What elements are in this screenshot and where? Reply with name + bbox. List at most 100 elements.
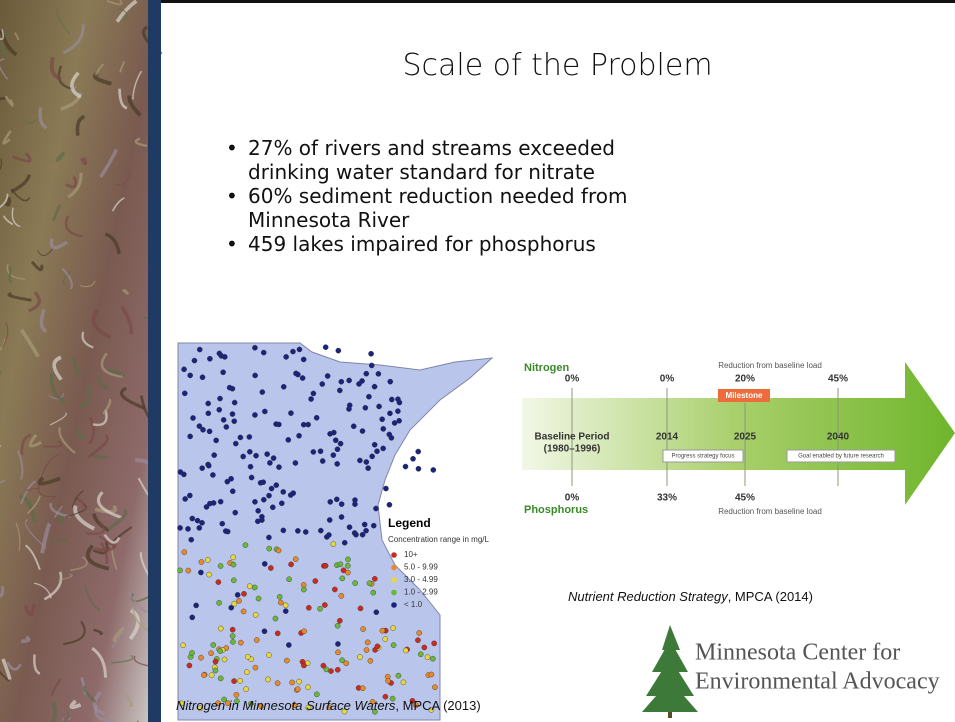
site-dot [217, 675, 224, 682]
site-dot [300, 421, 307, 428]
ridge [3, 215, 14, 226]
site-dot [277, 599, 284, 606]
site-dot [188, 536, 195, 543]
site-dot [369, 453, 375, 460]
legend-title: Legend [388, 516, 431, 530]
site-dot [390, 642, 397, 648]
ridge [1, 321, 9, 348]
site-dot [268, 485, 275, 492]
site-dot [177, 525, 183, 531]
site-dot [285, 437, 292, 443]
caption-title: Nutrient Reduction Strategy [568, 589, 728, 604]
site-dot [252, 612, 259, 618]
site-dot [340, 567, 347, 574]
site-dot [359, 428, 366, 434]
ridge [63, 620, 86, 646]
ridge [67, 172, 83, 199]
legend-label: 10+ [404, 550, 418, 559]
site-dot [237, 434, 244, 441]
site-dot [295, 371, 301, 378]
site-dot [253, 452, 259, 459]
site-dot [343, 660, 350, 667]
site-dot [213, 437, 219, 444]
site-dot [275, 547, 282, 554]
ridge [26, 495, 41, 515]
site-dot [350, 423, 357, 430]
legend-label: 5.0 - 9.99 [404, 563, 438, 572]
milestone-label: Milestone [726, 391, 763, 400]
site-dot [286, 642, 292, 648]
site-dot [386, 501, 393, 508]
ridge [103, 533, 121, 544]
site-dot [388, 396, 395, 403]
site-dot [266, 545, 272, 552]
site-dot [335, 641, 341, 647]
ridge [104, 232, 121, 255]
site-dot [243, 686, 249, 692]
ridge [0, 58, 9, 80]
site-dot [260, 349, 267, 356]
milestone-box [718, 389, 770, 402]
ridge [71, 490, 84, 508]
ridge [91, 308, 112, 340]
ridge [75, 114, 86, 136]
site-dot [334, 667, 341, 673]
site-dot [228, 604, 235, 611]
site-dot [359, 531, 366, 538]
site-dot [226, 384, 233, 391]
site-dot [357, 605, 364, 612]
ridge [43, 571, 63, 601]
site-dot [210, 642, 217, 648]
ridge [120, 305, 133, 335]
ridge [0, 664, 10, 682]
site-dot [221, 696, 227, 703]
site-dot [313, 414, 320, 421]
site-dot [266, 652, 272, 658]
ridge [55, 151, 66, 162]
site-dot [231, 399, 238, 406]
site-dot [352, 497, 358, 503]
site-dot [387, 378, 394, 385]
ridge [133, 655, 149, 667]
site-dot [198, 654, 204, 661]
site-dot [187, 492, 193, 499]
ridge [83, 685, 97, 704]
site-dot [415, 637, 421, 644]
ridge [73, 505, 96, 531]
ridge [4, 197, 12, 207]
site-dot [253, 637, 260, 643]
ridge [80, 280, 96, 288]
site-dot [185, 567, 192, 574]
ridge [38, 107, 48, 130]
site-dot [324, 534, 330, 540]
phosphorus-value: 0% [565, 493, 580, 504]
ridge [102, 398, 112, 415]
ridge [57, 65, 73, 90]
ridge [87, 434, 110, 459]
site-dot [252, 499, 258, 505]
ridge [49, 502, 71, 518]
ridge [115, 0, 138, 23]
site-dot [310, 390, 317, 397]
site-dot [402, 463, 409, 470]
ridge [40, 452, 61, 479]
site-dot [370, 522, 377, 529]
site-dot [230, 554, 236, 561]
site-dot [296, 678, 302, 685]
ridge [69, 699, 82, 710]
site-dot [267, 460, 273, 466]
ridge [58, 427, 76, 454]
site-dot [222, 528, 229, 534]
site-dot [273, 421, 279, 427]
site-dot [189, 650, 195, 656]
site-dot [296, 346, 303, 353]
site-dot [330, 541, 337, 547]
site-dot [395, 408, 401, 414]
site-dot [198, 569, 204, 576]
site-dot [282, 608, 289, 614]
legend-label: 1.0 - 2.99 [404, 588, 438, 597]
logo-line: Minnesota Center for [695, 640, 900, 666]
site-dot [409, 698, 416, 704]
legend-label: 3.0 - 4.99 [404, 575, 438, 584]
ridge [18, 494, 37, 523]
